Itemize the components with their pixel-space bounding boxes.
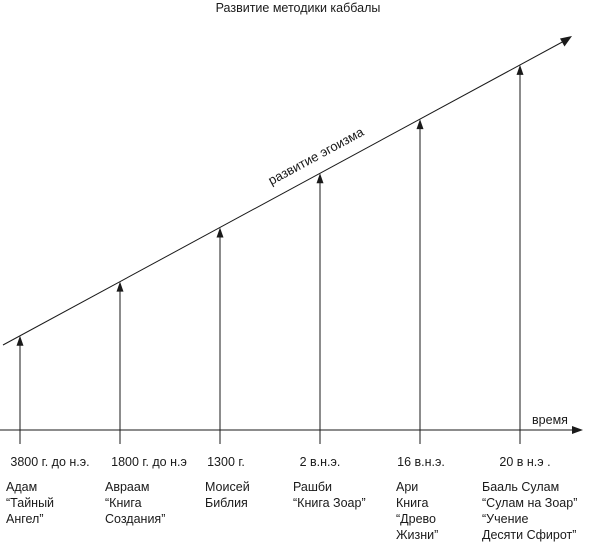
time-axis-label: время <box>532 413 568 427</box>
milestone-description-line: Десяти Сфирот” <box>482 528 576 542</box>
milestone-description-line: Моисей <box>205 480 250 494</box>
milestone-description-line: “Древо <box>396 512 436 526</box>
time-axis <box>0 426 583 434</box>
milestone-date: 2 в.н.э. <box>300 455 341 469</box>
egoism-trend-arrow <box>2 36 572 346</box>
time-axis-arrowhead <box>572 426 583 434</box>
milestone-date: 1800 г. до н.э <box>111 455 187 469</box>
milestone-description-line: Создания” <box>105 512 165 526</box>
milestone-description-line: “Книга Зоар” <box>293 496 366 510</box>
milestone-arrowhead <box>116 281 124 292</box>
milestone-description-line: Бааль Сулам <box>482 480 559 494</box>
egoism-trend-line <box>2 39 567 346</box>
diagram-title: Развитие методики каббалы <box>216 1 381 15</box>
milestone-arrowhead <box>216 227 224 238</box>
milestone-arrowhead <box>316 173 324 184</box>
milestone-description-line: “Сулам на Зоар” <box>482 496 577 510</box>
milestone-description-line: Рашби <box>293 480 332 494</box>
milestone-arrowhead <box>516 64 524 75</box>
milestone-description-line: “Книга <box>105 496 142 510</box>
milestone-date: 3800 г. до н.э. <box>10 455 89 469</box>
milestone-arrowhead <box>16 335 24 346</box>
milestone-date: 1300 г. <box>207 455 245 469</box>
milestone-date: 16 в.н.э. <box>397 455 445 469</box>
egoism-trend-arrowhead <box>560 36 572 47</box>
milestone-description-line: Ангел” <box>6 512 44 526</box>
milestone-description-line: Авраам <box>105 480 149 494</box>
milestone-description-line: Библия <box>205 496 248 510</box>
milestone-description-line: Ари <box>396 480 418 494</box>
milestone-description-line: “Тайный <box>6 496 54 510</box>
milestone-description-line: Книга <box>396 496 428 510</box>
milestone-description-line: Адам <box>6 480 37 494</box>
milestone-date: 20 в н.э . <box>499 455 550 469</box>
milestone-arrowhead <box>416 119 424 130</box>
milestone-description-line: “Учение <box>482 512 528 526</box>
milestone-group: 3800 г. до н.э. Адам “Тайный Ангел” 1800 г. … <box>6 64 577 542</box>
milestone-description-line: Жизни” <box>396 528 438 542</box>
